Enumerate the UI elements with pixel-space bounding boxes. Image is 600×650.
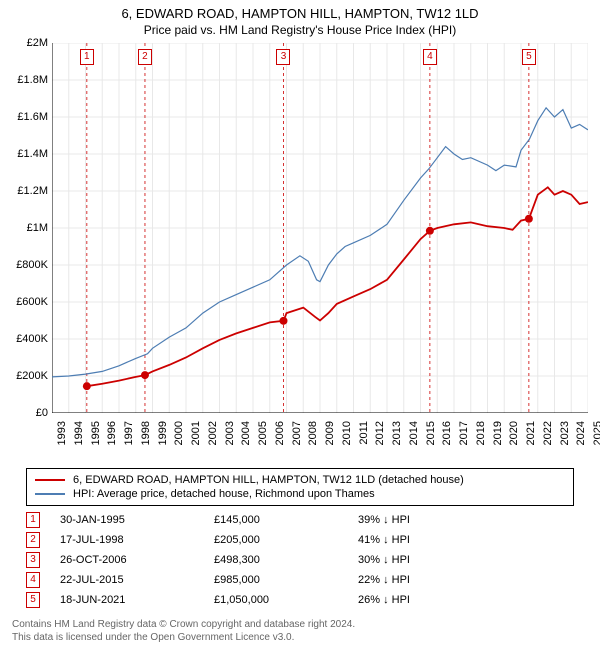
sale-pct: 22% ↓ HPI bbox=[358, 574, 574, 586]
legend-row: HPI: Average price, detached house, Rich… bbox=[35, 487, 565, 501]
x-tick-label: 2006 bbox=[274, 421, 286, 445]
sale-index-box: 5 bbox=[26, 592, 40, 608]
sale-date: 17-JUL-1998 bbox=[60, 534, 210, 546]
y-tick-label: £2M bbox=[27, 37, 48, 49]
legend-row: 6, EDWARD ROAD, HAMPTON HILL, HAMPTON, T… bbox=[35, 473, 565, 487]
chart-title: 6, EDWARD ROAD, HAMPTON HILL, HAMPTON, T… bbox=[0, 0, 600, 21]
x-tick-label: 2013 bbox=[391, 421, 403, 445]
sale-date: 18-JUN-2021 bbox=[60, 594, 210, 606]
sale-marker-box: 5 bbox=[522, 49, 536, 65]
x-tick-label: 1996 bbox=[106, 421, 118, 445]
sale-date: 30-JAN-1995 bbox=[60, 514, 210, 526]
x-tick-label: 2017 bbox=[458, 421, 470, 445]
chart-area: £0£200K£400K£600K£800K£1M£1.2M£1.4M£1.6M… bbox=[52, 43, 588, 413]
y-axis: £0£200K£400K£600K£800K£1M£1.2M£1.4M£1.6M… bbox=[6, 43, 48, 413]
x-tick-label: 2023 bbox=[559, 421, 571, 445]
y-tick-label: £0 bbox=[36, 407, 48, 419]
sale-index-box: 2 bbox=[26, 532, 40, 548]
x-tick-label: 1999 bbox=[157, 421, 169, 445]
x-tick-label: 1998 bbox=[140, 421, 152, 445]
legend-label: HPI: Average price, detached house, Rich… bbox=[73, 488, 375, 500]
x-tick-label: 1993 bbox=[56, 421, 68, 445]
sale-date: 22-JUL-2015 bbox=[60, 574, 210, 586]
x-tick-label: 2020 bbox=[508, 421, 520, 445]
y-tick-label: £800K bbox=[16, 259, 48, 271]
sale-index-box: 4 bbox=[26, 572, 40, 588]
sale-marker-box: 4 bbox=[423, 49, 437, 65]
sale-price: £1,050,000 bbox=[214, 594, 354, 606]
x-tick-label: 2010 bbox=[341, 421, 353, 445]
x-tick-label: 2004 bbox=[240, 421, 252, 445]
x-tick-label: 2009 bbox=[324, 421, 336, 445]
x-tick-label: 2012 bbox=[374, 421, 386, 445]
x-tick-label: 2025 bbox=[592, 421, 600, 445]
sale-marker-box: 3 bbox=[276, 49, 290, 65]
x-tick-label: 2021 bbox=[525, 421, 537, 445]
x-tick-label: 2003 bbox=[224, 421, 236, 445]
y-tick-label: £400K bbox=[16, 333, 48, 345]
sale-row: 2 17-JUL-1998 £205,000 41% ↓ HPI bbox=[26, 530, 574, 550]
sale-price: £145,000 bbox=[214, 514, 354, 526]
x-tick-label: 1994 bbox=[73, 421, 85, 445]
x-tick-label: 2002 bbox=[207, 421, 219, 445]
x-tick-label: 2019 bbox=[492, 421, 504, 445]
footer-line-2: This data is licensed under the Open Gov… bbox=[12, 631, 588, 644]
y-tick-label: £1M bbox=[27, 222, 48, 234]
x-tick-label: 2024 bbox=[575, 421, 587, 445]
sale-price: £498,300 bbox=[214, 554, 354, 566]
sale-index-box: 3 bbox=[26, 552, 40, 568]
legend-swatch bbox=[35, 493, 65, 494]
y-tick-label: £200K bbox=[16, 370, 48, 382]
y-tick-label: £1.6M bbox=[17, 111, 48, 123]
legend: 6, EDWARD ROAD, HAMPTON HILL, HAMPTON, T… bbox=[26, 468, 574, 506]
sale-price: £205,000 bbox=[214, 534, 354, 546]
sale-pct: 39% ↓ HPI bbox=[358, 514, 574, 526]
chart-subtitle: Price paid vs. HM Land Registry's House … bbox=[0, 21, 600, 43]
x-tick-label: 2018 bbox=[475, 421, 487, 445]
x-tick-label: 2015 bbox=[425, 421, 437, 445]
sale-index-box: 1 bbox=[26, 512, 40, 528]
chart-plot bbox=[52, 43, 588, 413]
x-tick-label: 1995 bbox=[90, 421, 102, 445]
x-tick-label: 2011 bbox=[358, 421, 370, 445]
x-tick-label: 2016 bbox=[441, 421, 453, 445]
sale-date: 26-OCT-2006 bbox=[60, 554, 210, 566]
x-tick-label: 2007 bbox=[291, 421, 303, 445]
sale-price: £985,000 bbox=[214, 574, 354, 586]
sales-table: 1 30-JAN-1995 £145,000 39% ↓ HPI 2 17-JUL-199… bbox=[26, 510, 574, 610]
sale-row: 1 30-JAN-1995 £145,000 39% ↓ HPI bbox=[26, 510, 574, 530]
sale-row: 4 22-JUL-2015 £985,000 22% ↓ HPI bbox=[26, 570, 574, 590]
sale-row: 5 18-JUN-2021 £1,050,000 26% ↓ HPI bbox=[26, 590, 574, 610]
x-tick-label: 2008 bbox=[307, 421, 319, 445]
sale-row: 3 26-OCT-2006 £498,300 30% ↓ HPI bbox=[26, 550, 574, 570]
footer: Contains HM Land Registry data © Crown c… bbox=[12, 618, 588, 644]
legend-swatch bbox=[35, 479, 65, 481]
x-axis: 1993 1994 1995 1996 1997 1998 1999 2000 2001 2002… bbox=[52, 417, 588, 457]
sale-pct: 41% ↓ HPI bbox=[358, 534, 574, 546]
sale-marker-box: 1 bbox=[80, 49, 94, 65]
sale-marker-box: 2 bbox=[138, 49, 152, 65]
y-tick-label: £1.2M bbox=[17, 185, 48, 197]
y-tick-label: £600K bbox=[16, 296, 48, 308]
y-tick-label: £1.8M bbox=[17, 74, 48, 86]
x-tick-label: 2014 bbox=[408, 421, 420, 445]
x-tick-label: 2001 bbox=[190, 421, 202, 445]
footer-line-1: Contains HM Land Registry data © Crown c… bbox=[12, 618, 588, 631]
x-tick-label: 2005 bbox=[257, 421, 269, 445]
y-tick-label: £1.4M bbox=[17, 148, 48, 160]
x-tick-label: 2000 bbox=[173, 421, 185, 445]
sale-pct: 26% ↓ HPI bbox=[358, 594, 574, 606]
x-tick-label: 1997 bbox=[123, 421, 135, 445]
sale-pct: 30% ↓ HPI bbox=[358, 554, 574, 566]
legend-label: 6, EDWARD ROAD, HAMPTON HILL, HAMPTON, T… bbox=[73, 474, 464, 486]
x-tick-label: 2022 bbox=[542, 421, 554, 445]
